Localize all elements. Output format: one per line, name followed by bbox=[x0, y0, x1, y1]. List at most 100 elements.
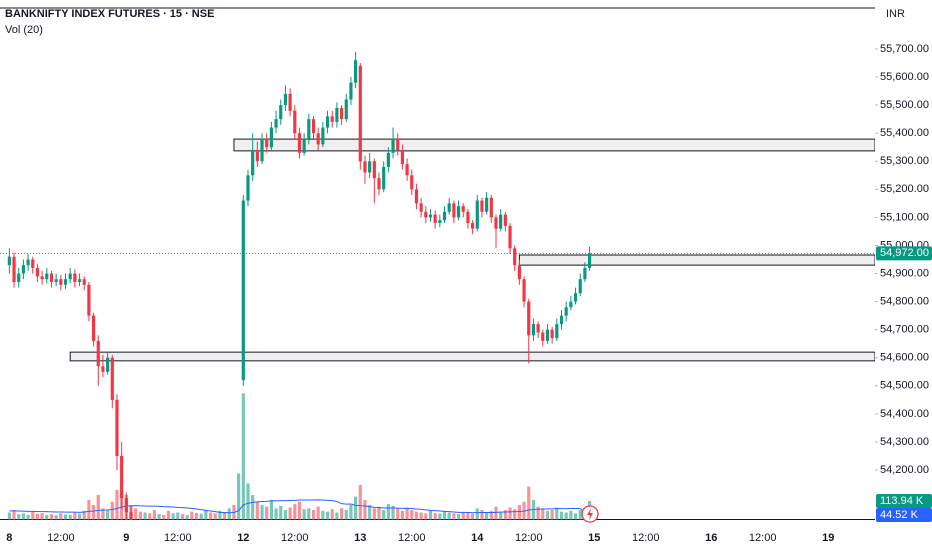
candle-body bbox=[541, 332, 545, 341]
volume-bar bbox=[288, 507, 292, 520]
candle-body bbox=[517, 265, 521, 280]
volume-bar bbox=[115, 490, 119, 520]
volume-bar bbox=[372, 508, 376, 520]
indicator-label: Vol (20) bbox=[5, 24, 43, 36]
volume-bar bbox=[255, 501, 259, 520]
candle-body bbox=[485, 197, 489, 212]
y-tick-label: 55,400.00 bbox=[880, 127, 929, 139]
volume-bar bbox=[499, 511, 503, 520]
candle-body bbox=[335, 107, 339, 122]
volume-bar bbox=[358, 485, 362, 520]
candle-body bbox=[391, 138, 395, 153]
volume-bar bbox=[564, 512, 568, 520]
volume-bar bbox=[475, 508, 479, 520]
volume-bar bbox=[246, 483, 250, 520]
volume-bar bbox=[400, 510, 404, 520]
volume-bar bbox=[311, 510, 316, 520]
volume-bar bbox=[456, 514, 461, 520]
candle-body bbox=[283, 93, 288, 106]
volume-bar bbox=[363, 500, 367, 520]
x-tick-label: 19 bbox=[822, 532, 834, 544]
candle-body bbox=[269, 127, 273, 148]
candle-body bbox=[279, 105, 283, 120]
candle-body bbox=[363, 161, 367, 173]
candle-body bbox=[241, 200, 245, 381]
candle-body bbox=[386, 152, 390, 167]
volume-bar bbox=[513, 509, 517, 520]
x-tick-label: 15 bbox=[588, 532, 600, 544]
candle-body bbox=[527, 301, 531, 336]
candle-body bbox=[400, 150, 404, 165]
candle-body bbox=[73, 273, 77, 282]
candle-body bbox=[419, 203, 423, 212]
volume-bar bbox=[162, 515, 166, 520]
candle-body bbox=[106, 357, 110, 372]
volume-bar bbox=[171, 513, 175, 520]
volume-bar bbox=[152, 510, 157, 520]
candle-body bbox=[274, 119, 278, 128]
zone bbox=[69, 351, 875, 362]
x-tick-label: 14 bbox=[471, 532, 484, 544]
candle-body bbox=[17, 273, 21, 282]
volume-bar bbox=[442, 511, 447, 520]
volume-bar bbox=[223, 512, 227, 520]
volume-bar bbox=[428, 510, 433, 520]
volume-bar bbox=[466, 513, 470, 520]
price-layer bbox=[0, 51, 875, 520]
y-tick-label: 55,700.00 bbox=[880, 43, 929, 55]
volume-bar bbox=[382, 510, 386, 520]
volume-bar bbox=[424, 513, 428, 520]
volume-bar bbox=[185, 515, 189, 520]
volume-bar bbox=[176, 512, 180, 520]
volume-bar bbox=[54, 515, 58, 520]
chart-title: BANKNIFTY INDEX FUTURES · 15 · NSE bbox=[5, 8, 214, 20]
volume-bar bbox=[508, 507, 512, 520]
candle-body bbox=[246, 175, 250, 201]
volume-bar bbox=[218, 510, 222, 520]
candle-body bbox=[21, 265, 25, 274]
candle-body bbox=[489, 197, 493, 218]
volume-bar bbox=[410, 510, 414, 520]
volume-bar bbox=[559, 511, 564, 520]
candle-body bbox=[31, 259, 35, 268]
volume-bar bbox=[339, 508, 344, 520]
volume-label-box bbox=[876, 494, 932, 509]
volume-bar bbox=[480, 510, 484, 520]
x-tick-label: 12:00 bbox=[164, 532, 192, 544]
volume-bar bbox=[386, 504, 390, 520]
volume-bar bbox=[199, 513, 203, 520]
candle-body bbox=[471, 223, 475, 229]
volume-bar bbox=[541, 508, 545, 520]
candle-body bbox=[442, 211, 447, 221]
volume-ma-label-box bbox=[876, 508, 932, 523]
last-price-label: 54,972.00 bbox=[880, 247, 929, 259]
candle-body bbox=[461, 206, 465, 212]
candle-body bbox=[466, 211, 470, 224]
volume-bar bbox=[555, 507, 559, 520]
volume-bar bbox=[21, 513, 25, 520]
volume-bar bbox=[494, 506, 498, 520]
volume-bar bbox=[485, 512, 489, 520]
volume-bar bbox=[143, 512, 147, 520]
volume-bar bbox=[134, 508, 138, 520]
candle-body bbox=[428, 214, 433, 218]
x-tick-label: 12:00 bbox=[398, 532, 426, 544]
candle-body bbox=[129, 512, 133, 520]
volume-bar bbox=[302, 509, 306, 520]
volume-bar bbox=[569, 510, 573, 520]
candle-body bbox=[7, 256, 11, 266]
candle-body bbox=[513, 248, 517, 266]
candle-body bbox=[456, 206, 461, 218]
candle-body bbox=[573, 293, 578, 302]
x-tick-label: 16 bbox=[705, 532, 717, 544]
volume-bar bbox=[471, 513, 475, 520]
volume-bar bbox=[377, 506, 381, 520]
candle-body bbox=[555, 324, 559, 339]
volume-bar bbox=[35, 513, 40, 520]
volume-bar bbox=[166, 510, 171, 520]
candle-body bbox=[251, 150, 255, 176]
zone bbox=[233, 138, 875, 152]
volume-bar bbox=[550, 510, 554, 520]
candle-body bbox=[452, 203, 456, 218]
x-tick-label: 9 bbox=[123, 532, 129, 544]
